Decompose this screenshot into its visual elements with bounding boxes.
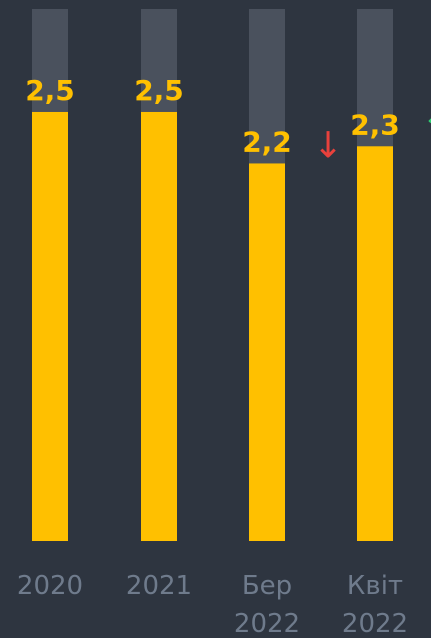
data-label: 2,5: [25, 74, 75, 107]
arrow-down-icon: ↓: [313, 125, 343, 166]
data-label: 2,3: [350, 108, 400, 141]
category-label: Квіт: [347, 571, 403, 601]
bar: [141, 111, 177, 541]
data-label: 2,5: [134, 74, 184, 107]
category-label: 2022: [342, 609, 408, 638]
category-label: Бер: [242, 571, 292, 601]
bar: [32, 111, 68, 541]
bar: [249, 163, 285, 542]
category-label: 2021: [126, 571, 192, 601]
bars-group: [32, 9, 393, 542]
bar: [357, 146, 393, 541]
category-label: 2022: [234, 609, 300, 638]
arrow-up-icon: ↑: [421, 108, 431, 149]
value-labels-group: 2,5 2,5 2,2 ↓2,3 ↑: [25, 74, 431, 166]
category-labels-group: 2020 2021 Бер 2022 Квіт 2022: [17, 571, 408, 638]
data-label: 2,2: [242, 125, 292, 158]
category-label: 2020: [17, 571, 83, 601]
